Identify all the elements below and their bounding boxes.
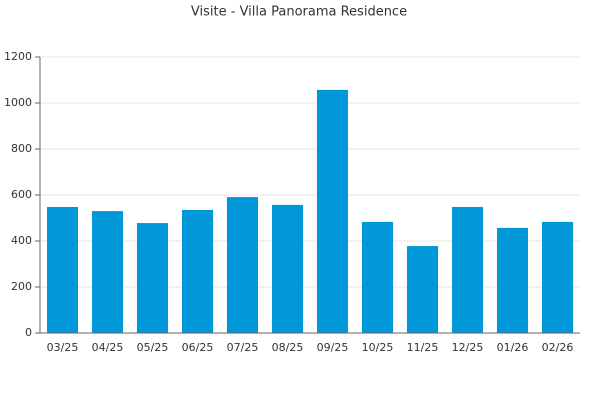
x-tick-label: 09/25 <box>317 341 349 354</box>
bar <box>46 206 79 333</box>
bar <box>136 223 169 333</box>
bar <box>541 221 574 333</box>
bar <box>226 197 259 333</box>
x-tick-label: 08/25 <box>272 341 304 354</box>
y-tick-label: 200 <box>11 280 32 293</box>
chart-title: Visite - Villa Panorama Residence <box>191 5 407 20</box>
x-tick-label: 02/26 <box>542 341 574 354</box>
bar <box>406 246 439 333</box>
x-tick-label: 12/25 <box>452 341 484 354</box>
bar <box>91 211 124 333</box>
bar <box>361 221 394 333</box>
y-tick-label: 800 <box>11 142 32 155</box>
x-tick-label: 10/25 <box>362 341 394 354</box>
y-tick-label: 1000 <box>4 96 32 109</box>
x-tick-label: 04/25 <box>92 341 124 354</box>
x-tick-label: 03/25 <box>47 341 79 354</box>
x-tick-label: 11/25 <box>407 341 439 354</box>
y-tick-label: 600 <box>11 188 32 201</box>
x-tick-label: 06/25 <box>182 341 214 354</box>
y-tick-label: 0 <box>25 326 32 339</box>
bar <box>271 204 304 333</box>
x-tick-label: 05/25 <box>137 341 169 354</box>
bar <box>316 89 349 333</box>
y-tick-label: 400 <box>11 234 32 247</box>
x-tick-label: 07/25 <box>227 341 259 354</box>
bar <box>181 209 214 333</box>
y-tick-label: 1200 <box>4 50 32 63</box>
bar <box>496 227 529 333</box>
bar <box>451 206 484 333</box>
x-tick-label: 01/26 <box>497 341 529 354</box>
